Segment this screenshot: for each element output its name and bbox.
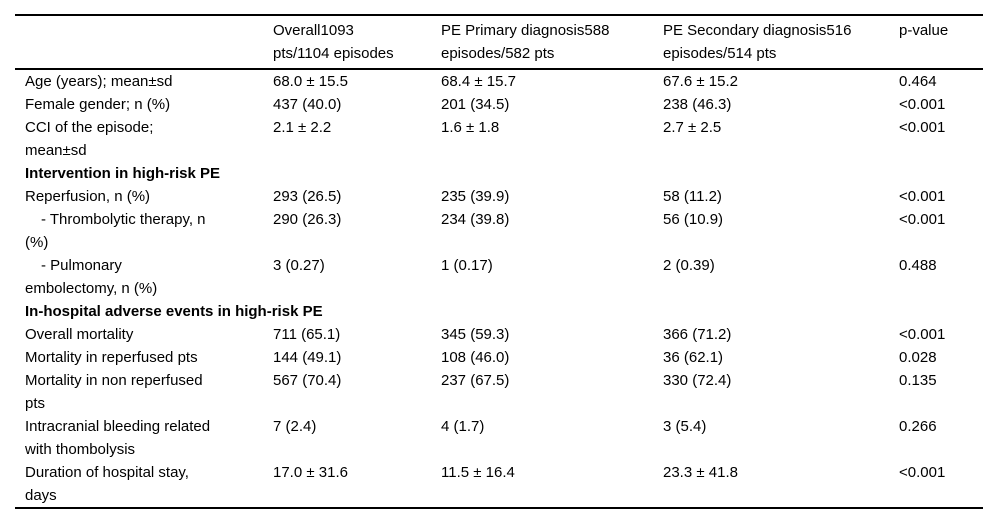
secondary-value: 67.6 ± 15.2: [663, 73, 738, 90]
p-value: <0.001: [899, 326, 946, 343]
column-header-overall: Overall1093 pts/1104 episodes: [273, 15, 441, 70]
p-value: 0.464: [899, 73, 937, 90]
column-header-pe-primary: PE Primary diagnosis588 episodes/582 pts: [441, 15, 663, 70]
column-header-pe-secondary: PE Secondary diagnosis516 episodes/514 p…: [663, 15, 899, 70]
column-header-empty: [15, 15, 273, 70]
overall-value: 2.1 ± 2.2: [273, 119, 332, 136]
secondary-value: 2.7 ± 2.5: [663, 119, 722, 136]
row-label: CCI of the episode; mean±sd: [25, 119, 154, 159]
secondary-value: 58 (11.2): [663, 188, 722, 205]
table-row: - Pulmonary embolectomy, n (%) 3 (0.27) 1 …: [15, 254, 983, 300]
header-row: Overall1093 pts/1104 episodes PE Primary…: [15, 15, 983, 70]
p-value: <0.001: [899, 96, 946, 113]
row-label: - Pulmonary embolectomy, n (%): [25, 257, 158, 297]
section-row: Intervention in high-risk PE: [15, 162, 983, 185]
p-value: <0.001: [899, 464, 946, 481]
overall-value: 17.0 ± 31.6: [273, 464, 348, 481]
overall-value: 437 (40.0): [273, 96, 342, 113]
p-value: 0.488: [899, 257, 937, 274]
primary-value: 201 (34.5): [441, 96, 510, 113]
overall-value: 3 (0.27): [273, 257, 325, 274]
primary-value: 345 (59.3): [441, 326, 510, 343]
table-row: Duration of hospital stay, days 17.0 ± 31…: [15, 461, 983, 508]
overall-value: 293 (26.5): [273, 188, 342, 205]
secondary-value: 238 (46.3): [663, 96, 732, 113]
table-row: CCI of the episode; mean±sd 2.1 ± 2.2 1.6 …: [15, 116, 983, 162]
p-value: 0.266: [899, 418, 937, 435]
primary-value: 237 (67.5): [441, 372, 510, 389]
p-value: 0.028: [899, 349, 937, 366]
outcomes-table: Overall1093 pts/1104 episodes PE Primary…: [15, 14, 983, 509]
p-value: <0.001: [899, 188, 946, 205]
secondary-value: 36 (62.1): [663, 349, 724, 366]
overall-value: 711 (65.1): [273, 326, 341, 343]
row-label: Mortality in reperfused pts: [25, 349, 198, 366]
section-row: In-hospital adverse events in high-risk …: [15, 300, 983, 323]
table-row: - Thrombolytic therapy, n (%) 290 (26.3) 2…: [15, 208, 983, 254]
table-row: Overall mortality 711 (65.1) 345 (59.3) 366…: [15, 323, 983, 346]
table-row: Mortality in non reperfused pts 567 (70.4…: [15, 369, 983, 415]
primary-value: 4 (1.7): [441, 418, 485, 435]
secondary-value: 56 (10.9): [663, 211, 724, 228]
secondary-value: 366 (71.2): [663, 326, 732, 343]
table-row: Reperfusion, n (%) 293 (26.5) 235 (39.9) 58…: [15, 185, 983, 208]
section-label: In-hospital adverse events in high-risk …: [25, 303, 323, 320]
primary-value: 1 (0.17): [441, 257, 493, 274]
table-row: Intracranial bleeding related with thomb…: [15, 415, 983, 461]
p-value: 0.135: [899, 372, 937, 389]
table-row: Age (years); mean±sd 68.0 ± 15.5 68.4 ± 15…: [15, 69, 983, 93]
overall-value: 68.0 ± 15.5: [273, 73, 348, 90]
p-value: <0.001: [899, 119, 946, 136]
table-row: Female gender; n (%) 437 (40.0) 201 (34.5)…: [15, 93, 983, 116]
overall-value: 7 (2.4): [273, 418, 317, 435]
row-label: Mortality in non reperfused pts: [25, 372, 203, 412]
row-label: Age (years); mean±sd: [25, 73, 173, 90]
primary-value: 68.4 ± 15.7: [441, 73, 516, 90]
overall-value: 567 (70.4): [273, 372, 342, 389]
overall-value: 144 (49.1): [273, 349, 342, 366]
secondary-value: 23.3 ± 41.8: [663, 464, 738, 481]
table-row: Mortality in reperfused pts 144 (49.1) 108…: [15, 346, 983, 369]
row-label: Overall mortality: [25, 326, 134, 343]
primary-value: 11.5 ± 16.4: [441, 464, 515, 481]
row-label: Intracranial bleeding related with thomb…: [25, 418, 211, 458]
primary-value: 235 (39.9): [441, 188, 510, 205]
row-label: Duration of hospital stay, days: [25, 464, 189, 504]
secondary-value: 330 (72.4): [663, 372, 732, 389]
row-label: Reperfusion, n (%): [25, 188, 151, 205]
section-label: Intervention in high-risk PE: [25, 165, 221, 182]
p-value: <0.001: [899, 211, 946, 228]
overall-value: 290 (26.3): [273, 211, 342, 228]
primary-value: 234 (39.8): [441, 211, 510, 228]
primary-value: 1.6 ± 1.8: [441, 119, 500, 136]
column-header-p-value: p-value: [899, 15, 983, 70]
primary-value: 108 (46.0): [441, 349, 510, 366]
row-label: - Thrombolytic therapy, n (%): [25, 211, 206, 251]
table-header: Overall1093 pts/1104 episodes PE Primary…: [15, 15, 983, 70]
row-label: Female gender; n (%): [25, 96, 171, 113]
secondary-value: 3 (5.4): [663, 418, 707, 435]
table-body: Age (years); mean±sd 68.0 ± 15.5 68.4 ± 15…: [15, 69, 983, 508]
secondary-value: 2 (0.39): [663, 257, 715, 274]
